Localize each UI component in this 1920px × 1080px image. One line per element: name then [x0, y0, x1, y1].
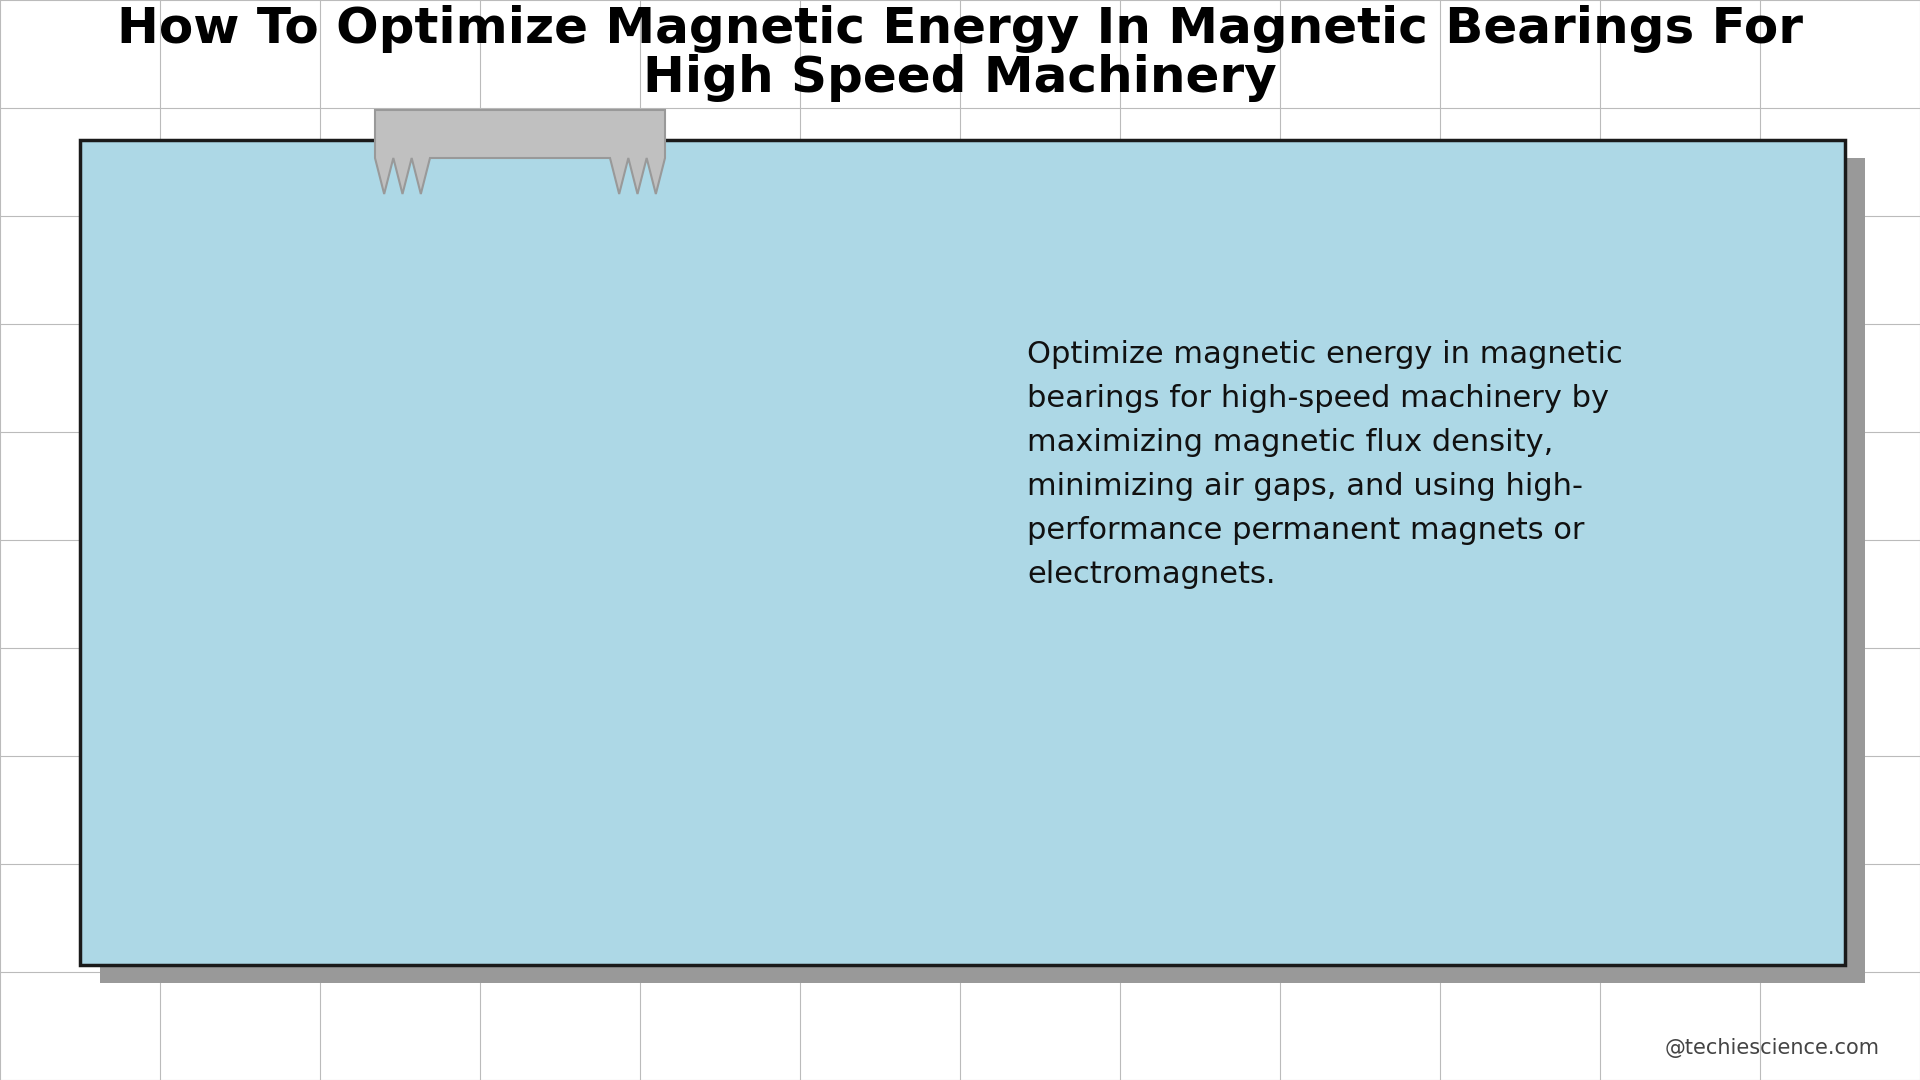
- Text: High Speed Machinery: High Speed Machinery: [643, 54, 1277, 102]
- Text: @techiescience.com: @techiescience.com: [1665, 1038, 1880, 1058]
- Text: Optimize magnetic energy in magnetic
bearings for high-speed machinery by
maximi: Optimize magnetic energy in magnetic bea…: [1027, 340, 1622, 589]
- FancyBboxPatch shape: [81, 140, 1845, 966]
- Polygon shape: [374, 110, 664, 194]
- FancyBboxPatch shape: [100, 158, 1864, 983]
- Text: How To Optimize Magnetic Energy In Magnetic Bearings For: How To Optimize Magnetic Energy In Magne…: [117, 5, 1803, 53]
